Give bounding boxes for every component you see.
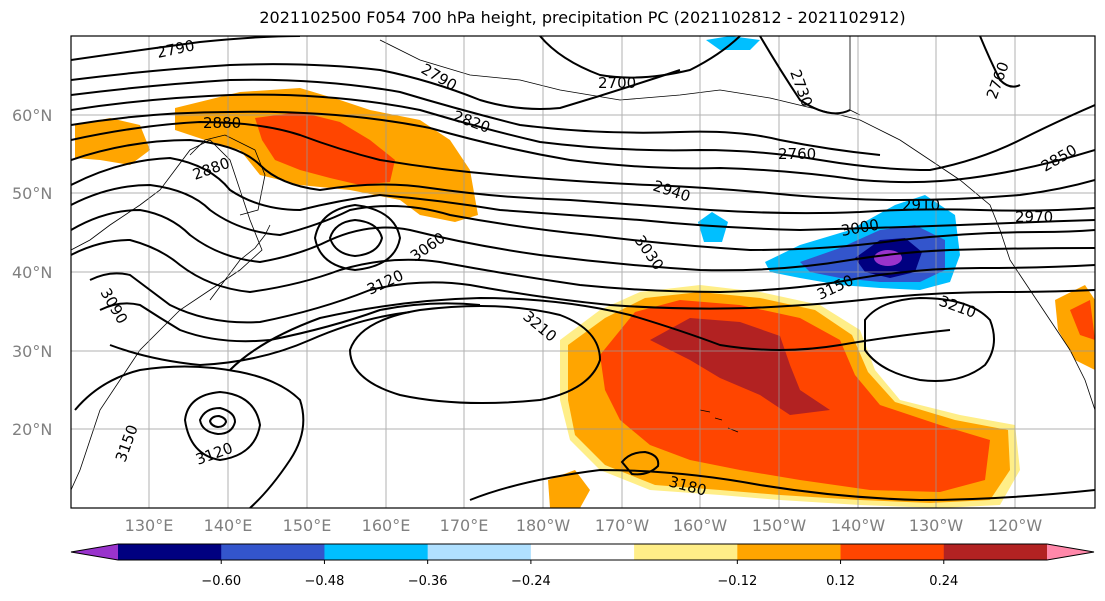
contour-label: 2760 bbox=[778, 145, 816, 163]
contour-3000 bbox=[71, 208, 1095, 272]
colorbar-segment bbox=[634, 544, 738, 560]
lon-label-180w: 180°W bbox=[516, 516, 571, 535]
contour-high-southwest-inner bbox=[208, 414, 228, 429]
colorbar-segment bbox=[943, 544, 1048, 560]
colorbar-tick-label: −0.48 bbox=[305, 574, 345, 589]
colorbar-tick-label: −0.24 bbox=[511, 574, 551, 589]
latitude-labels: 60°N 50°N 40°N 30°N 20°N bbox=[12, 106, 52, 439]
contour-north-2 bbox=[71, 78, 881, 156]
precip-negative-core bbox=[874, 250, 902, 266]
contour-3120 bbox=[109, 311, 411, 367]
contour-north-2730 bbox=[759, 36, 851, 115]
lon-label-130w: 130°W bbox=[909, 516, 964, 535]
colorbar-tick-label: −0.36 bbox=[408, 574, 448, 589]
contour-3150 bbox=[74, 365, 305, 508]
contour-2910 bbox=[71, 138, 1095, 215]
coastline-asia bbox=[71, 139, 263, 491]
lon-label-140w: 140°W bbox=[831, 516, 886, 535]
lat-label-60n: 60°N bbox=[12, 106, 52, 125]
contour-3180-south bbox=[469, 468, 1095, 502]
colorbar-outline bbox=[70, 543, 1095, 561]
contour-3180 bbox=[229, 296, 951, 371]
colorbar-segments bbox=[71, 544, 1094, 560]
colorbar-extension-low bbox=[71, 544, 118, 560]
colorbar-segment bbox=[427, 544, 532, 560]
colorbar-tick-label: −0.60 bbox=[201, 574, 241, 589]
contour-3120-south bbox=[183, 390, 262, 462]
colorbar-tick-label: −0.12 bbox=[717, 574, 757, 589]
height-contours bbox=[71, 36, 1095, 508]
lon-label-160w: 160°W bbox=[673, 516, 728, 535]
contour-2790-west bbox=[71, 36, 301, 61]
lat-label-50n: 50°N bbox=[12, 184, 52, 203]
contour-2970 bbox=[71, 183, 1095, 252]
contour-2850 bbox=[71, 110, 1095, 184]
precip-area-central-darkred bbox=[650, 318, 830, 415]
lon-label-170e: 170°E bbox=[440, 516, 489, 535]
precip-area-west-orange bbox=[75, 118, 150, 165]
colorbar: −0.60 −0.48 −0.36 −0.24 −0.12 0.12 0.24 bbox=[70, 543, 1095, 589]
contour-3090 bbox=[99, 302, 481, 343]
contour-high-southwest bbox=[198, 406, 237, 436]
map-plot-area: 2790 2790 2820 2700 2730 2760 2760 2880 … bbox=[70, 35, 1096, 509]
precip-positive-shading bbox=[75, 88, 1095, 508]
colorbar-tick-label: 0.24 bbox=[929, 574, 958, 589]
contour-north-1 bbox=[71, 63, 681, 110]
contour-low-center bbox=[328, 218, 384, 258]
contour-label: 2910 bbox=[902, 196, 940, 214]
precip-area-east-red bbox=[1070, 300, 1095, 340]
contour-small-low-south bbox=[620, 450, 660, 476]
longitude-labels: 130°E 140°E 150°E 160°E 170°E 180°W 170°… bbox=[125, 516, 1043, 535]
contour-label: 2880 bbox=[203, 114, 241, 132]
lon-label-120w: 120°W bbox=[988, 516, 1043, 535]
colorbar-segment bbox=[221, 544, 325, 560]
contour-north-2700 bbox=[539, 36, 741, 79]
colorbar-segment bbox=[530, 544, 635, 560]
map-title: 2021102500 F054 700 hPa height, precipit… bbox=[259, 8, 906, 27]
colorbar-ticks: −0.60 −0.48 −0.36 −0.24 −0.12 0.12 0.24 bbox=[201, 560, 958, 589]
lat-label-40n: 40°N bbox=[12, 263, 52, 282]
contour-3030 bbox=[71, 238, 1095, 294]
lon-label-130e: 130°E bbox=[125, 516, 174, 535]
contour-2820 bbox=[71, 93, 1095, 172]
colorbar-segment bbox=[324, 544, 429, 560]
coastline-kamchatka bbox=[189, 134, 266, 216]
lon-label-150w: 150°W bbox=[752, 516, 807, 535]
precip-area-north-pacific-red bbox=[255, 112, 395, 185]
colorbar-segment bbox=[118, 544, 222, 560]
colorbar-extension-high bbox=[1047, 544, 1094, 560]
contour-2940 bbox=[71, 156, 1095, 232]
lat-label-30n: 30°N bbox=[12, 342, 52, 361]
contour-north-2760 bbox=[979, 36, 1021, 88]
gridlines bbox=[71, 36, 1095, 508]
lon-label-150e: 150°E bbox=[283, 516, 332, 535]
plot-frame bbox=[70, 35, 1096, 509]
lon-label-140e: 140°E bbox=[204, 516, 253, 535]
contour-3210-high bbox=[348, 305, 602, 405]
precip-negative-shading bbox=[698, 36, 960, 290]
colorbar-segment bbox=[840, 544, 945, 560]
contour-label: 2970 bbox=[1015, 208, 1053, 226]
lon-label-160e: 160°E bbox=[362, 516, 411, 535]
lat-label-20n: 20°N bbox=[12, 420, 52, 439]
colorbar-tick-label: 0.12 bbox=[826, 574, 855, 589]
contour-label: 2700 bbox=[598, 74, 636, 92]
contour-3210-east bbox=[864, 296, 995, 382]
contour-3060 bbox=[89, 272, 1095, 324]
colorbar-segment bbox=[737, 544, 842, 560]
contour-low-ring bbox=[313, 203, 402, 272]
contour-2880 bbox=[71, 120, 1095, 202]
precip-area-south-orange bbox=[548, 470, 590, 508]
coastline-alaska bbox=[379, 39, 1001, 231]
coastline-north-america bbox=[999, 229, 1095, 411]
lon-label-170w: 170°W bbox=[595, 516, 650, 535]
